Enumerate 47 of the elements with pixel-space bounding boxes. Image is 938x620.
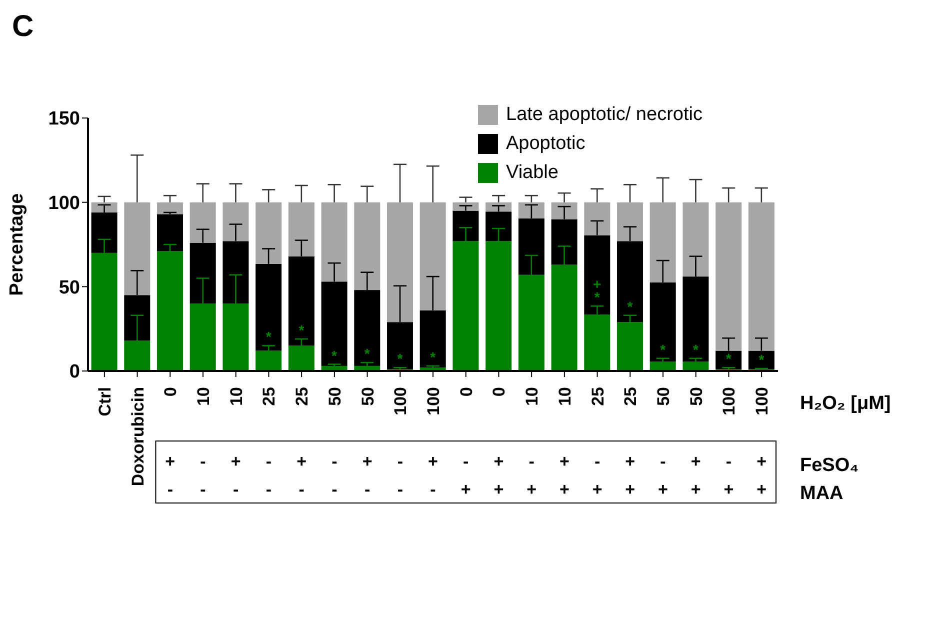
text: + - + - + - + - + - + - + - + - + - + — [165, 452, 767, 471]
x-tick-label: 100 — [752, 387, 772, 416]
y-tick-label: 100 — [48, 193, 80, 214]
x-tick-label: 10 — [226, 387, 246, 406]
text: MAA — [800, 483, 844, 504]
data-label: + * — [593, 276, 602, 306]
x-tick-label: 0 — [161, 387, 180, 396]
text: FeSO₄ — [800, 455, 859, 476]
data-label: * — [726, 350, 732, 367]
x-tick-label: 50 — [686, 387, 706, 406]
x-tick-label: 10 — [555, 387, 574, 406]
x-tick-label: 25 — [260, 387, 279, 406]
data-label: * — [660, 341, 666, 358]
y-tick-label: 150 — [48, 108, 80, 130]
x-tick-label: 0 — [456, 387, 476, 396]
data-label: * — [364, 346, 370, 362]
y-axis-title: Percentage — [6, 193, 28, 296]
y-tick-label: 50 — [58, 277, 80, 298]
x-tick-label: 50 — [654, 387, 673, 406]
data-label: * — [692, 341, 699, 358]
data-label: * — [397, 350, 404, 367]
x-tick-label: 25 — [292, 387, 312, 406]
x-tick-label: 0 — [490, 387, 509, 396]
x-tick-label: Ctrl — [95, 387, 114, 416]
data-label: * — [430, 348, 436, 365]
x-tick-label: 100 — [720, 387, 739, 416]
x-tick-label: 10 — [522, 387, 542, 406]
data-label: * — [266, 328, 272, 345]
data-label: * — [298, 322, 305, 338]
x-tick-label: 50 — [358, 387, 378, 406]
chart-title: C — [12, 10, 34, 44]
y-tick-label: 0 — [69, 362, 80, 383]
data-label: * — [332, 347, 338, 364]
x-tick-label: 100 — [391, 387, 410, 416]
data-label: * — [627, 298, 634, 314]
legend-label: Viable — [506, 161, 558, 185]
x-tick-label: 25 — [588, 387, 608, 406]
legend-label: Late apoptotic/ necrotic — [506, 103, 702, 127]
x-tick-label: 25 — [621, 387, 640, 406]
x-tick-label: 50 — [325, 387, 344, 406]
text: - - - - - - - - - + + + + + + + + + + — [167, 480, 767, 499]
x-tick-label: 100 — [424, 387, 443, 416]
x-tick-label: Doxorubicin — [128, 387, 148, 486]
legend-label: Apoptotic — [506, 132, 586, 156]
data-label: * — [758, 351, 765, 368]
x-tick-label: 10 — [194, 387, 213, 406]
x-axis-title: H₂O₂ [μM] — [800, 393, 891, 414]
